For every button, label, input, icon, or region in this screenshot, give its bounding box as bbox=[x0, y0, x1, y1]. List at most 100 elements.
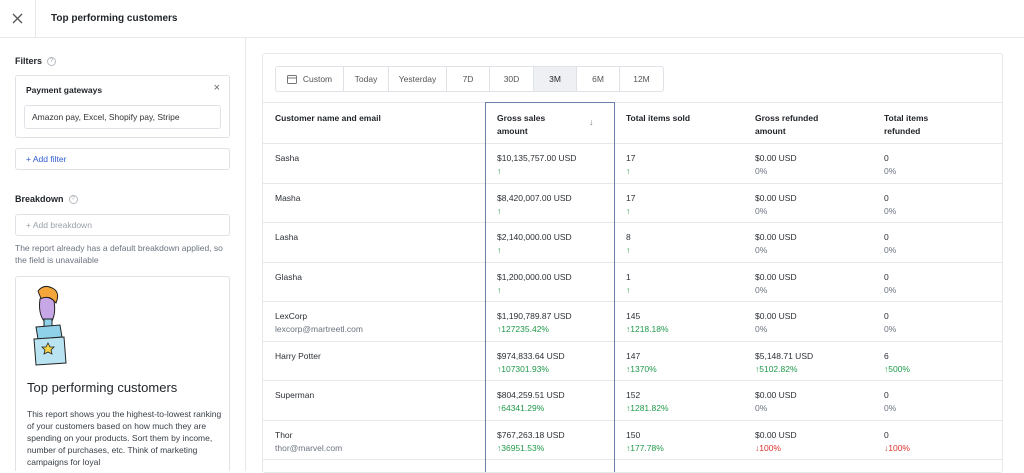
cell-value: 0 bbox=[884, 271, 889, 282]
cell-change: ↑127235.42% bbox=[497, 324, 549, 334]
cell-value: $804,259.51 USD bbox=[497, 390, 565, 400]
range-yesterday-button[interactable]: Yesterday bbox=[389, 67, 447, 91]
col-items-refunded[interactable]: Total items refunded bbox=[884, 113, 929, 136]
cell-value: LexCorp bbox=[275, 311, 308, 321]
cell-value: 0 bbox=[884, 390, 889, 400]
table-cell: 0 0% bbox=[884, 310, 896, 336]
cell-value: 0 bbox=[884, 429, 889, 440]
filters-label-text: Filters bbox=[15, 56, 43, 66]
table-cell: 0 0% bbox=[884, 231, 896, 257]
cell-value: Glasha bbox=[275, 271, 302, 282]
date-range-selector: Custom Today Yesterday 7D 30D 3M 6M 12M bbox=[275, 66, 664, 92]
table-cell: 0 0% bbox=[884, 192, 896, 218]
table-cell: $2,140,000.00 USD ↑ bbox=[497, 231, 572, 257]
cell-change: 0% bbox=[884, 205, 897, 216]
filter-title: Payment gateways bbox=[26, 85, 103, 95]
range-30d-button[interactable]: 30D bbox=[490, 67, 534, 91]
table-cell: $804,259.51 USD ↑64341.29% bbox=[497, 389, 565, 415]
cell-change: ↑ bbox=[626, 166, 631, 176]
table-cell: $767,263.18 USD ↑36951.53% bbox=[497, 429, 565, 455]
table-row[interactable]: Thor thor@marvel.com $767,263.18 USD ↑36951… bbox=[263, 421, 1002, 460]
add-filter-button[interactable]: + Add filter bbox=[15, 148, 230, 170]
cell-value: 8 bbox=[626, 232, 631, 242]
filter-value-field[interactable]: Amazon pay, Excel, Shopify pay, Stripe bbox=[24, 105, 221, 129]
cell-change: ↑ bbox=[626, 245, 631, 255]
cell-value: 145 bbox=[626, 311, 641, 321]
table-row[interactable]: Sasha $10,135,757.00 USD ↑ 17 ↑ $0.00 USD 0% 0 0… bbox=[263, 144, 1002, 184]
cell-value: $0.00 USD bbox=[755, 390, 797, 400]
breakdown-input[interactable]: + Add breakdown bbox=[15, 214, 230, 236]
help-icon[interactable]: ? bbox=[47, 56, 57, 66]
table-row[interactable]: Superman $804,259.51 USD ↑64341.29% 152 ↑128… bbox=[263, 381, 1002, 421]
cell-email: lexcorp@martreetl.com bbox=[275, 324, 363, 334]
table-row[interactable]: LexCorp lexcorp@martreetl.com $1,190,789.8… bbox=[263, 302, 1002, 342]
cell-change: 0% bbox=[755, 245, 768, 255]
cell-change: 0% bbox=[755, 403, 768, 413]
cell-value: $0.00 USD bbox=[755, 232, 797, 242]
cell-value: $1,200,000.00 USD bbox=[497, 271, 572, 282]
cell-change: 0% bbox=[755, 166, 768, 176]
table-row[interactable]: Glasha $1,200,000.00 USD ↑ 1 ↑ $0.00 USD 0% 0 0% bbox=[263, 263, 1002, 302]
table-cell: LexCorp lexcorp@martreetl.com bbox=[275, 310, 363, 336]
cell-change: ↑ bbox=[497, 284, 502, 295]
range-3m-button[interactable]: 3M bbox=[534, 67, 577, 91]
sort-down-icon[interactable]: ↓ bbox=[589, 117, 594, 127]
cell-value: Superman bbox=[275, 390, 315, 400]
range-6m-button[interactable]: 6M bbox=[577, 67, 620, 91]
table-cell: 0 ↓100% bbox=[884, 429, 910, 455]
table-cell: Lasha bbox=[275, 231, 298, 244]
table-cell: $1,190,789.87 USD ↑127235.42% bbox=[497, 310, 572, 336]
cell-change: 0% bbox=[884, 324, 897, 334]
help-icon[interactable]: ? bbox=[68, 194, 78, 204]
cell-value: $0.00 USD bbox=[755, 153, 797, 163]
table-row[interactable]: Masha $8,420,007.00 USD ↑ 17 ↑ $0.00 USD 0% 0 0% bbox=[263, 184, 1002, 223]
table-cell: $0.00 USD 0% bbox=[755, 271, 797, 297]
range-today-button[interactable]: Today bbox=[344, 67, 389, 91]
cell-value: $1,190,789.87 USD bbox=[497, 311, 572, 321]
col-gross-refunded[interactable]: Gross refunded amount bbox=[755, 113, 819, 136]
info-card-body: This report shows you the highest-to-low… bbox=[27, 409, 222, 467]
cell-value: 150 bbox=[626, 429, 641, 440]
cell-value: 6 bbox=[884, 350, 889, 361]
range-custom-label: Custom bbox=[302, 74, 333, 84]
cell-value: $5,148.71 USD bbox=[755, 350, 814, 361]
table-cell: $974,833.64 USD ↑107301.93% bbox=[497, 350, 565, 376]
col-gross-sales[interactable]: Gross sales amount bbox=[497, 113, 546, 136]
range-custom-button[interactable]: Custom bbox=[276, 67, 344, 91]
cell-change: ↓100% bbox=[755, 442, 781, 453]
col-items-sold[interactable]: Total items sold bbox=[626, 113, 691, 123]
range-12m-button[interactable]: 12M bbox=[633, 74, 650, 84]
cell-value: 1 bbox=[626, 271, 631, 282]
table-cell: 150 ↑177.78% bbox=[626, 429, 664, 455]
table-cell: 8 ↑ bbox=[626, 231, 631, 257]
table-cell: $8,420,007.00 USD ↑ bbox=[497, 192, 572, 218]
table-cell: 0 0% bbox=[884, 389, 896, 415]
table-cell: 1 ↑ bbox=[626, 271, 631, 297]
cell-value: Sasha bbox=[275, 153, 300, 163]
cell-change: ↑64341.29% bbox=[497, 403, 545, 413]
cell-value: $2,140,000.00 USD bbox=[497, 232, 572, 242]
breakdown-note: The report already has a default breakdo… bbox=[15, 243, 223, 265]
table-cell: Sasha bbox=[275, 152, 299, 165]
header: Top performing customers bbox=[0, 0, 1024, 38]
cell-change: ↑ bbox=[626, 284, 631, 295]
remove-filter-icon[interactable]: × bbox=[213, 82, 220, 94]
customer-illustration-icon bbox=[33, 285, 67, 366]
cell-change: ↑107301.93% bbox=[497, 363, 549, 374]
cell-change: ↑1370% bbox=[626, 363, 657, 374]
page-title: Top performing customers bbox=[51, 13, 178, 24]
col-customer[interactable]: Customer name and email bbox=[275, 113, 381, 123]
cell-value: $974,833.64 USD bbox=[497, 350, 565, 361]
range-7d-button[interactable]: 7D bbox=[447, 67, 490, 91]
table-cell: Thor thor@marvel.com bbox=[275, 429, 342, 455]
report-panel: Custom Today Yesterday 7D 30D 3M 6M 12M … bbox=[262, 53, 1003, 473]
table-row[interactable]: Harry Potter $974,833.64 USD ↑107301.93% 14… bbox=[263, 342, 1002, 381]
cell-value: 0 bbox=[884, 153, 889, 163]
cell-change: 0% bbox=[884, 403, 897, 413]
table-row[interactable]: Lasha $2,140,000.00 USD ↑ 8 ↑ $0.00 USD 0% 0 0% bbox=[263, 223, 1002, 263]
table-cell: $0.00 USD 0% bbox=[755, 152, 797, 178]
cell-change: ↑500% bbox=[884, 363, 910, 374]
close-button[interactable] bbox=[0, 0, 36, 38]
cell-change: ↑1218.18% bbox=[626, 324, 669, 334]
table-cell: Masha bbox=[275, 192, 301, 205]
